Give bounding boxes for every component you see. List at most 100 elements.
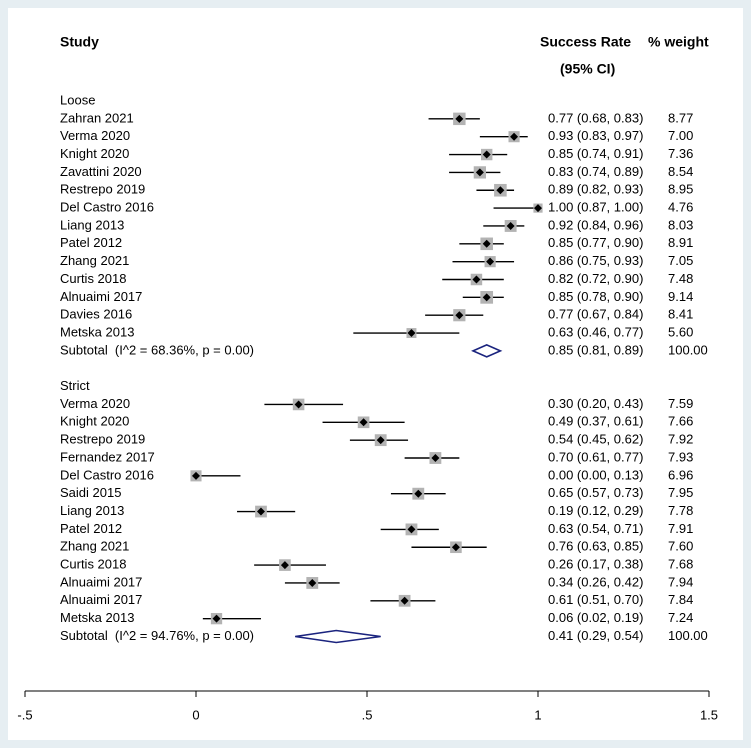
ci-label: 0.83 (0.74, 0.89): [548, 164, 643, 179]
study-label: Patel 2012: [60, 235, 122, 250]
ci-label: 1.00 (0.87, 1.00): [548, 200, 643, 215]
ci-label: 0.86 (0.75, 0.93): [548, 253, 643, 268]
point-estimate: [482, 239, 491, 248]
study-label: Curtis 2018: [60, 557, 126, 572]
x-tick-label: .5: [362, 707, 373, 722]
point-estimate: [192, 471, 200, 480]
x-tick-label: 1.5: [700, 707, 718, 722]
weight-label: 8.41: [668, 307, 693, 322]
ci-label: 0.61 (0.51, 0.70): [548, 592, 643, 607]
x-tick-label: -.5: [17, 707, 32, 722]
study-label: Patel 2012: [60, 521, 122, 536]
group-label: Loose: [60, 92, 95, 107]
weight-label: 7.95: [668, 485, 693, 500]
study-label: Restrepo 2019: [60, 432, 145, 447]
study-label: Restrepo 2019: [60, 182, 145, 197]
study-label: Zhang 2021: [60, 253, 129, 268]
point-estimate: [212, 614, 221, 623]
weight-label: 7.00: [668, 128, 693, 143]
study-label: Knight 2020: [60, 146, 129, 161]
weight-label: 7.66: [668, 414, 693, 429]
weight-label: 100.00: [668, 628, 708, 643]
study-label: Curtis 2018: [60, 271, 126, 286]
study-label: Del Castro 2016: [60, 200, 154, 215]
point-estimate: [359, 418, 368, 427]
point-estimate: [482, 150, 491, 159]
point-estimate: [482, 293, 491, 302]
weight-label: 100.00: [668, 342, 708, 357]
study-label: Alnuaimi 2017: [60, 289, 142, 304]
ci-label: 0.82 (0.72, 0.90): [548, 271, 643, 286]
ci-label: 0.85 (0.77, 0.90): [548, 235, 643, 250]
study-label: Del Castro 2016: [60, 467, 154, 482]
study-label: Zahran 2021: [60, 110, 134, 125]
ci-label: 0.65 (0.57, 0.73): [548, 485, 643, 500]
plot-panel: [8, 8, 743, 740]
point-estimate: [455, 114, 464, 123]
point-estimate: [294, 400, 303, 409]
point-estimate: [534, 204, 542, 213]
ci-label: 0.19 (0.12, 0.29): [548, 503, 643, 518]
study-label: Zhang 2021: [60, 539, 129, 554]
ci-label: 0.06 (0.02, 0.19): [548, 610, 643, 625]
ci-label: 0.93 (0.83, 0.97): [548, 128, 643, 143]
study-label: Liang 2013: [60, 217, 124, 232]
point-estimate: [431, 454, 440, 462]
group-label: Strict: [60, 378, 90, 393]
weight-label: 7.36: [668, 146, 693, 161]
x-tick-label: 0: [192, 707, 199, 722]
point-estimate: [407, 329, 416, 338]
point-estimate: [308, 578, 317, 587]
point-estimate: [400, 596, 409, 605]
ci-label: 0.63 (0.54, 0.71): [548, 521, 643, 536]
weight-label: 8.03: [668, 217, 693, 232]
point-estimate: [455, 311, 464, 320]
ci-label: 0.63 (0.46, 0.77): [548, 324, 643, 339]
point-estimate: [472, 275, 481, 284]
ci-label: 0.34 (0.26, 0.42): [548, 574, 643, 589]
weight-label: 4.76: [668, 200, 693, 215]
subtotal-diamond: [471, 344, 503, 358]
header-weight: % weight: [648, 34, 709, 50]
weight-label: 7.78: [668, 503, 693, 518]
weight-label: 7.91: [668, 521, 693, 536]
ci-label: 0.70 (0.61, 0.77): [548, 449, 643, 464]
point-estimate: [414, 489, 423, 498]
point-estimate: [506, 221, 515, 230]
ci-label: 0.00 (0.00, 0.13): [548, 467, 643, 482]
point-estimate: [486, 257, 495, 266]
weight-label: 9.14: [668, 289, 693, 304]
study-label: Davies 2016: [60, 307, 132, 322]
x-tick-label: 1: [534, 707, 541, 722]
study-label: Verma 2020: [60, 128, 130, 143]
weight-label: 7.93: [668, 449, 693, 464]
point-estimate: [376, 436, 385, 445]
subtotal-label: Subtotal (I^2 = 94.76%, p = 0.00): [60, 628, 254, 643]
ci-label: 0.77 (0.67, 0.84): [548, 307, 643, 322]
point-estimate: [451, 543, 460, 552]
study-label: Liang 2013: [60, 503, 124, 518]
study-label: Alnuaimi 2017: [60, 574, 142, 589]
ci-label: 0.85 (0.78, 0.90): [548, 289, 643, 304]
study-label: Verma 2020: [60, 396, 130, 411]
point-estimate: [256, 507, 265, 516]
point-estimate: [407, 525, 416, 534]
study-label: Zavattini 2020: [60, 164, 142, 179]
weight-label: 6.96: [668, 467, 693, 482]
point-estimate: [475, 168, 484, 177]
weight-label: 8.91: [668, 235, 693, 250]
subtotal-diamond: [295, 629, 381, 644]
study-label: Saidi 2015: [60, 485, 121, 500]
study-label: Fernandez 2017: [60, 449, 155, 464]
weight-label: 7.05: [668, 253, 693, 268]
ci-label: 0.89 (0.82, 0.93): [548, 182, 643, 197]
subtotal-label: Subtotal (I^2 = 68.36%, p = 0.00): [60, 342, 254, 357]
weight-label: 8.95: [668, 182, 693, 197]
weight-label: 5.60: [668, 324, 693, 339]
weight-label: 7.68: [668, 557, 693, 572]
weight-label: 8.77: [668, 110, 693, 125]
ci-label: 0.77 (0.68, 0.83): [548, 110, 643, 125]
ci-label: 0.54 (0.45, 0.62): [548, 432, 643, 447]
weight-label: 7.60: [668, 539, 693, 554]
